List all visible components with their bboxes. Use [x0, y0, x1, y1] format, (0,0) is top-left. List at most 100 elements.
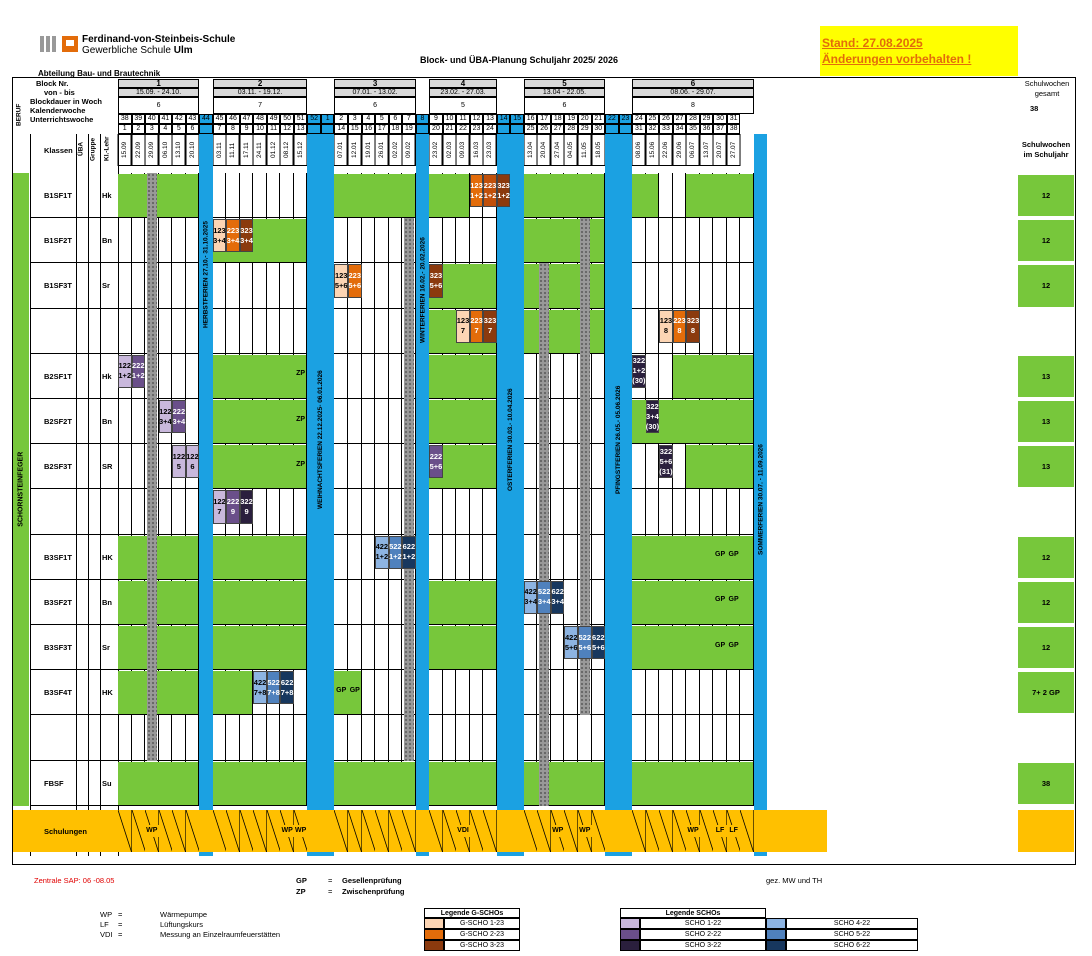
- grid-cell: [118, 218, 132, 264]
- grid-cell: [389, 489, 403, 535]
- date-cell: 24.11: [253, 134, 267, 166]
- grid-cell: [253, 263, 267, 309]
- unterrichtswoche-cell: [320, 124, 335, 134]
- grid-cell: [253, 173, 267, 219]
- date-cell: 15.06: [645, 134, 660, 166]
- grid-cell: [551, 534, 565, 580]
- holiday-label: PFINGSTFERIEN 26.05.- 05.06.2026: [615, 385, 623, 495]
- grid-cell: [592, 534, 606, 580]
- grid-cell: [632, 444, 646, 490]
- grid-cell: [402, 715, 416, 761]
- abbreviation-eq: =: [118, 930, 123, 939]
- grid-cell: [456, 670, 470, 716]
- scho-group: 3+4: [551, 597, 565, 607]
- grid-cell: [551, 353, 565, 399]
- grid-cell: [429, 670, 443, 716]
- status-note: Stand: 27.08.2025 Änderungen vorbehalten …: [820, 26, 1018, 76]
- scho-slot: 123 3+4: [212, 219, 227, 253]
- schulung-slash: [158, 809, 173, 852]
- kalenderwoche-cell: 27: [672, 114, 687, 124]
- grid-cell: [686, 715, 700, 761]
- scho-slot: 323 8: [686, 309, 700, 343]
- school-week-block: [212, 445, 308, 489]
- grid-cell: [253, 489, 267, 535]
- grid-cell: [362, 399, 376, 445]
- date-cell: 15.09: [118, 134, 132, 166]
- legend-item: G-SCHO 2-23: [444, 929, 520, 940]
- unterrichtswoche-cell: 19: [402, 124, 416, 134]
- scho-slot: 123 1+2: [469, 174, 484, 208]
- grid-cell: [578, 715, 592, 761]
- kalenderwoche-cell: 2: [334, 114, 348, 124]
- date-cell: 16.03: [469, 134, 484, 166]
- grid-cell: [186, 489, 200, 535]
- grid-cell: [334, 218, 348, 264]
- date-cell: 12.01: [348, 134, 362, 166]
- grid-cell: [334, 534, 348, 580]
- unterrichtswoche-cell: [605, 124, 619, 134]
- exam-mark: GP: [349, 686, 360, 694]
- holiday-column: [753, 134, 768, 856]
- school-week-block: [523, 309, 606, 353]
- abbreviation-eq: =: [118, 910, 123, 919]
- scho-group: 1+2: [375, 552, 389, 562]
- table-row: [30, 309, 768, 354]
- schulung-slash: [253, 809, 267, 852]
- abbreviation-k: WP: [100, 910, 113, 919]
- block-number: 2: [212, 79, 308, 88]
- grid-cell: [646, 489, 660, 535]
- grid-cell: [186, 263, 200, 309]
- grid-cell: [713, 263, 727, 309]
- grid-cell: [659, 218, 673, 264]
- scho-group: 9: [244, 506, 249, 516]
- date-cell: 20.10: [185, 134, 200, 166]
- uba-label: ÜBA: [77, 141, 85, 157]
- schulung-slash: [469, 809, 484, 852]
- grid-cell: [389, 579, 403, 625]
- grid-cell: [375, 670, 389, 716]
- block-range: 03.11. - 19.12.: [212, 88, 308, 97]
- scho-slot: 522 1+2: [388, 535, 403, 569]
- class-total-weeks: 12: [1041, 236, 1051, 246]
- schulung-mark: WP: [293, 824, 308, 837]
- scho-code: 223: [226, 225, 240, 235]
- scho-group: 1+2: [470, 190, 483, 200]
- grid-cell: [592, 444, 606, 490]
- block-duration: 6: [118, 97, 200, 114]
- scho-week: (30): [645, 421, 660, 431]
- grid-cell: [470, 715, 484, 761]
- schulung-slash: [564, 809, 578, 852]
- grid-cell: [159, 489, 173, 535]
- class-teacher: SR: [102, 462, 113, 472]
- scho-code: 422: [524, 587, 537, 597]
- class-teacher: HK: [102, 552, 113, 562]
- unterrichtswoche-cell: 5: [172, 124, 186, 134]
- gp-eq: =: [328, 876, 333, 885]
- unterrichtswoche-cell: 20: [429, 124, 443, 134]
- class-teacher: Sr: [102, 643, 110, 652]
- grid-cell: [564, 444, 578, 490]
- grid-cell: [253, 308, 267, 354]
- legend-item: G-SCHO 1-23: [444, 918, 520, 929]
- schulung-mark: LF: [726, 824, 741, 837]
- date-cell: 27.04: [550, 134, 565, 166]
- exam-mark: GP: [336, 686, 347, 694]
- schulung-slash: [632, 809, 646, 852]
- legend-item: SCHO 5-22: [786, 929, 918, 940]
- grid-cell: [673, 263, 687, 309]
- grid-cell: [443, 534, 457, 580]
- legend-item: SCHO 6-22: [786, 940, 918, 951]
- grid-cell: [551, 670, 565, 716]
- grid-cell: [632, 670, 646, 716]
- scho-group: 3+4: [226, 235, 240, 245]
- kalenderwoche-cell: 9: [429, 114, 443, 124]
- grid-cell: [240, 308, 254, 354]
- schulung-slash: [334, 809, 348, 852]
- class-name: B1SF1T: [44, 191, 72, 200]
- grid-cell: [253, 715, 267, 761]
- table-row: [30, 218, 768, 264]
- scho-slot: 222 3+4: [172, 400, 186, 434]
- unterrichtswoche-cell: 21: [442, 124, 457, 134]
- grid-cell: [659, 353, 673, 399]
- grid-cell: [402, 444, 416, 490]
